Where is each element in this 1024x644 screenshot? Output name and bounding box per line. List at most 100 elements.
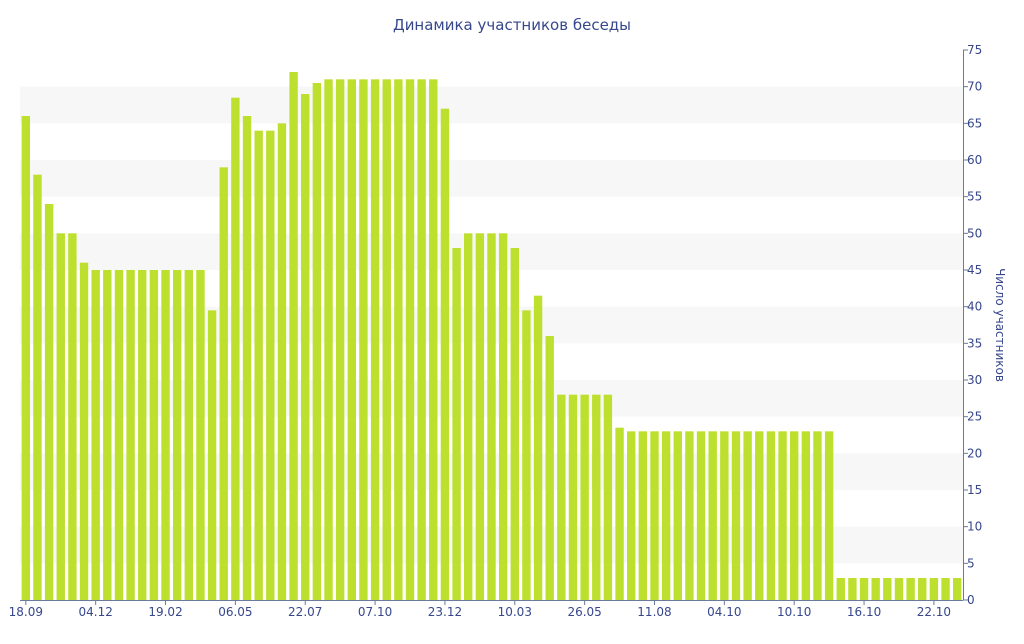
bar — [755, 431, 764, 600]
y-tick-label: 35 — [967, 336, 982, 350]
y-tick-label: 70 — [967, 80, 982, 94]
bar — [673, 431, 682, 600]
bar — [184, 270, 193, 600]
bar — [580, 394, 589, 600]
bar-series — [21, 72, 962, 601]
bar — [790, 431, 799, 600]
y-tick-label: 60 — [967, 153, 982, 167]
bar — [685, 431, 694, 600]
x-tick-label: 22.10 — [917, 605, 951, 619]
bar — [859, 578, 869, 600]
bar — [871, 578, 880, 600]
bar — [254, 130, 263, 601]
bar — [603, 394, 613, 600]
bar — [382, 79, 391, 600]
bar — [708, 431, 717, 600]
bar — [114, 270, 124, 600]
bar — [836, 578, 845, 600]
bar — [172, 270, 182, 600]
bar — [568, 394, 578, 600]
bar — [394, 79, 403, 600]
bar — [289, 72, 298, 600]
y-tick-label: 25 — [967, 410, 982, 424]
bar — [720, 431, 729, 600]
bar — [33, 174, 42, 601]
bar — [906, 578, 915, 600]
bar — [545, 336, 554, 600]
bar — [266, 130, 275, 601]
y-tick-label: 5 — [967, 556, 975, 570]
bar — [778, 431, 787, 600]
y-tick-label: 75 — [967, 43, 982, 57]
bar — [929, 578, 939, 600]
bar — [475, 233, 485, 600]
y-tick-label: 20 — [967, 446, 982, 460]
bar — [359, 79, 368, 600]
bar — [149, 270, 159, 600]
bar — [324, 79, 333, 600]
bar — [405, 79, 415, 600]
bar — [522, 310, 531, 600]
bar — [301, 94, 310, 600]
y-tick-label: 0 — [967, 593, 975, 607]
bar — [498, 233, 508, 600]
x-tick-label: 04.12 — [78, 605, 112, 619]
x-tick-label: 07.10 — [358, 605, 392, 619]
bar — [615, 427, 624, 600]
bar — [429, 79, 438, 600]
x-tick-label: 22.07 — [288, 605, 322, 619]
bar — [627, 431, 636, 600]
bar — [801, 431, 811, 600]
bar — [894, 578, 904, 600]
x-tick-label: 19.02 — [148, 605, 182, 619]
x-tick-label: 18.09 — [9, 605, 43, 619]
bar — [464, 233, 473, 600]
bar — [207, 310, 217, 600]
bar — [196, 270, 205, 600]
y-tick-label: 55 — [967, 190, 982, 204]
grid-band — [20, 160, 963, 197]
bar — [312, 83, 322, 600]
bar — [743, 431, 752, 600]
x-tick-label: 16.10 — [847, 605, 881, 619]
y-tick-label: 15 — [967, 483, 982, 497]
bar — [417, 79, 426, 600]
chart-title: Динамика участников беседы — [393, 16, 631, 34]
y-axis-label: Число участников — [993, 268, 1007, 382]
x-tick-label: 11.08 — [637, 605, 671, 619]
bar — [487, 233, 496, 600]
bar — [231, 97, 240, 601]
bar — [638, 431, 648, 600]
bar — [138, 270, 147, 600]
bar — [21, 116, 31, 600]
bar — [161, 270, 170, 600]
bar — [766, 431, 776, 600]
bar — [696, 431, 706, 600]
bar — [918, 578, 927, 600]
bar — [452, 248, 461, 600]
bar — [883, 578, 892, 600]
bar — [661, 431, 671, 600]
bar — [219, 167, 228, 600]
bar — [335, 79, 345, 600]
grid-band — [20, 86, 963, 124]
x-tick-label: 04.10 — [707, 605, 741, 619]
bar — [650, 431, 659, 600]
y-tick-label: 40 — [967, 300, 982, 314]
y-tick-label: 10 — [967, 520, 982, 534]
x-tick-label: 23.12 — [428, 605, 462, 619]
y-tick-label: 50 — [967, 226, 982, 240]
bar — [68, 233, 77, 600]
x-tick-label: 06.05 — [218, 605, 252, 619]
bar — [56, 233, 65, 600]
bar — [126, 270, 135, 600]
bar — [952, 578, 962, 600]
x-tick-label: 10.10 — [777, 605, 811, 619]
bar — [848, 578, 857, 600]
bar — [370, 79, 380, 600]
bar — [242, 116, 252, 600]
bar — [731, 431, 741, 600]
x-tick-label: 26.05 — [567, 605, 601, 619]
bar — [440, 108, 450, 601]
